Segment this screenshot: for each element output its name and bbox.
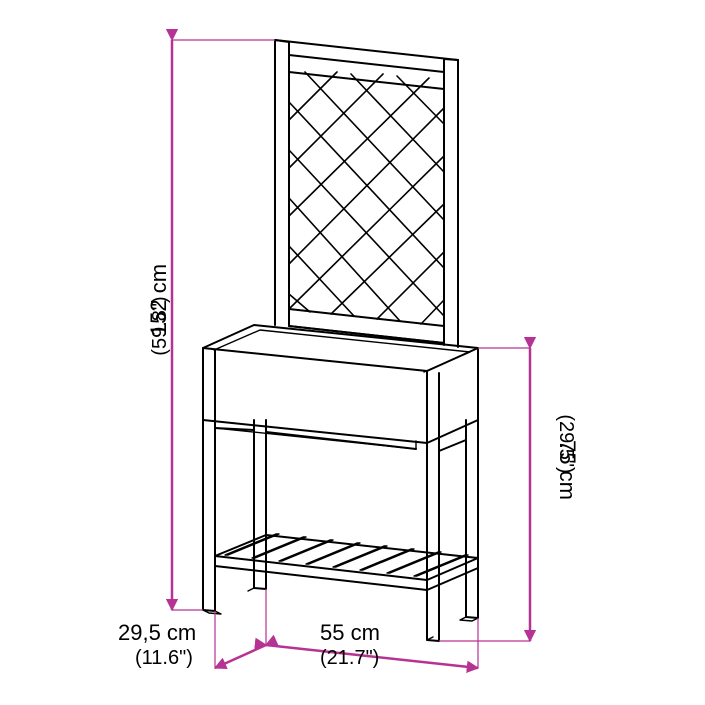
dim-width-imperial: (21.7") bbox=[320, 647, 379, 669]
dim-height-planter: 75 cm (29.5") bbox=[439, 348, 580, 641]
dimension-drawing: 152 cm (59.8") 75 cm (29.5") 55 cm (21.7… bbox=[0, 0, 705, 705]
dim-width-metric: 55 cm bbox=[320, 620, 380, 645]
dim-depth: 29,5 cm (11.6") bbox=[118, 611, 266, 669]
dim-width: 55 cm (21.7") bbox=[266, 589, 478, 669]
planter-product bbox=[203, 40, 478, 641]
lattice bbox=[289, 72, 444, 324]
dim-depth-metric: 29,5 cm bbox=[118, 620, 196, 645]
dimensions: 152 cm (59.8") 75 cm (29.5") 55 cm (21.7… bbox=[118, 40, 580, 669]
dim-depth-imperial: (11.6") bbox=[135, 647, 193, 669]
dim-height-total-imperial: (59.8") bbox=[149, 296, 171, 355]
dim-height-planter-imperial: (29.5") bbox=[555, 414, 577, 473]
